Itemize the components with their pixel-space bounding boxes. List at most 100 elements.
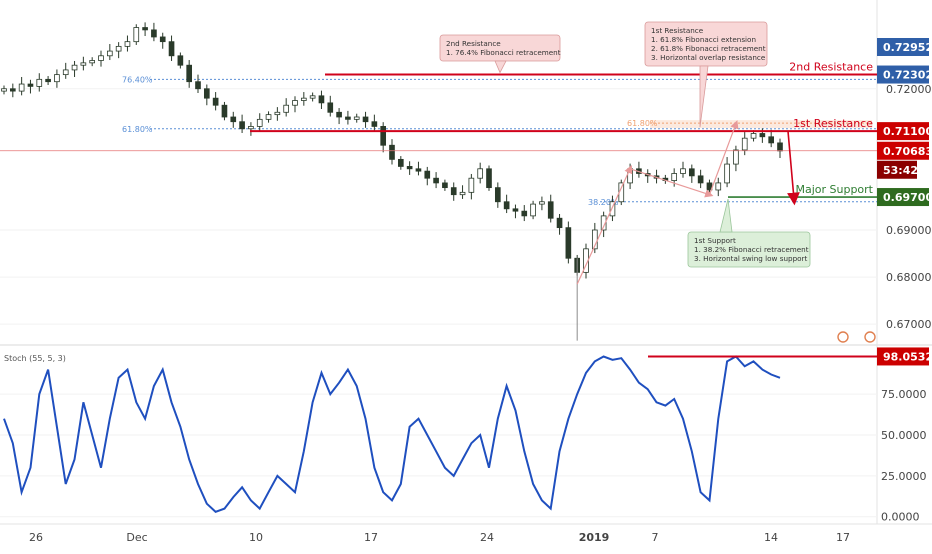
first-support-note-box	[687, 231, 811, 268]
candle-body	[521, 210, 528, 217]
candle-body	[424, 170, 431, 179]
first-resistance-note-line: 1. 61.8% Fibonacci extension	[651, 35, 756, 44]
candle-body	[45, 78, 51, 83]
candle-body	[98, 55, 104, 61]
price-axis-tick: 0.72000	[886, 83, 932, 96]
time-axis-tick: 2019	[579, 531, 610, 544]
first-resistance-label: 1st Resistance	[793, 117, 873, 130]
stoch-axis-tick: 75.0000	[881, 388, 927, 401]
major-support-label: Major Support	[795, 183, 873, 196]
candle-body	[221, 104, 228, 118]
candle-body	[715, 182, 722, 191]
candle-body	[415, 168, 422, 172]
price-tags-layer: 0.72952 0.72302 0.71100 0.70683 53:42 0.69700…	[877, 38, 932, 366]
candle-body	[530, 203, 536, 217]
candle-body	[256, 118, 263, 127]
axis-layer: 0.72000 0.69000 0.68000 0.67000 75.0000 50.00…	[29, 83, 932, 544]
fib-6180-right-zone	[650, 120, 872, 129]
levels-layer: 2nd Resistance 1st Resistance Major Suppor…	[0, 61, 877, 198]
first-support-note-line: 1. 38.2% Fibonacci retracement	[694, 245, 809, 254]
candle-body	[724, 163, 730, 184]
candle-body	[300, 97, 307, 101]
second-resistance-note-line: 1. 76.4% Fibonacci retracement	[446, 48, 561, 57]
candle-body	[71, 64, 78, 71]
candle-body	[292, 100, 298, 106]
candle-body	[195, 81, 201, 90]
time-axis-tick: 24	[480, 531, 494, 544]
candle-body	[671, 173, 678, 181]
candle-body	[336, 111, 342, 118]
price-tag-second-resistance-bg	[877, 65, 929, 84]
candle-body	[680, 168, 686, 174]
candle-body	[115, 45, 122, 52]
candle-body	[18, 83, 25, 92]
candle-body	[627, 168, 633, 184]
price-tag-current-text: 0.70683	[883, 145, 932, 158]
price-tag-major-support: 0.69700	[877, 188, 932, 207]
candle-body	[759, 133, 766, 138]
price-tag-countdown-text: 53:42	[883, 164, 918, 177]
fib-6180-left-label: 61.80%	[122, 125, 153, 134]
candle-body	[239, 121, 245, 130]
candle-body	[177, 55, 184, 66]
time-axis-tick: 26	[29, 531, 43, 544]
projection-arrow	[787, 131, 800, 206]
candle-body	[697, 175, 704, 184]
price-tag-countdown: 53:42	[877, 160, 918, 179]
candle-body	[600, 215, 607, 231]
candle-body	[371, 121, 378, 127]
price-tag-second-resistance: 0.72302	[877, 65, 932, 84]
candle-body	[1, 88, 7, 92]
candle-body	[265, 114, 272, 120]
candle-body	[539, 201, 545, 205]
fib-extension-leg	[708, 120, 739, 195]
candle-body	[80, 62, 87, 66]
second-resistance-label: 2nd Resistance	[789, 61, 873, 74]
event-marker-icon[interactable]	[864, 331, 876, 343]
candle-body	[459, 191, 466, 196]
first-resistance-note-line: 1st Resistance	[651, 26, 704, 35]
candle-body	[503, 201, 510, 210]
candle-body	[124, 41, 131, 47]
candle-body	[142, 27, 148, 31]
fib-extension-leg	[629, 168, 714, 198]
candle-body	[768, 136, 775, 144]
candle-body	[565, 227, 572, 259]
candle-body	[468, 177, 475, 193]
candle-body	[106, 50, 113, 57]
time-axis-tick: 17	[364, 531, 378, 544]
price-axis-tick: 0.67000	[886, 318, 932, 331]
time-axis-tick: 14	[764, 531, 778, 544]
event-marker-icon[interactable]	[837, 331, 849, 343]
candle-body	[248, 126, 254, 130]
candle-body	[327, 102, 334, 113]
second-resistance-note-pointer	[494, 60, 507, 74]
time-axis-tick: 17	[836, 531, 850, 544]
candle-body	[741, 137, 748, 151]
first-resistance-note-pointer	[699, 65, 709, 128]
candle-body	[203, 88, 210, 99]
candle-body	[318, 95, 325, 104]
price-tag-current: 0.70683	[877, 141, 932, 160]
candle-body	[362, 116, 369, 123]
price-tag-second-resistance-text: 0.72302	[883, 69, 932, 82]
candlestick-series	[1, 22, 783, 341]
candle-body	[406, 166, 413, 170]
candle-body	[556, 217, 563, 229]
arrows-layer	[576, 120, 800, 285]
candle-body	[36, 78, 43, 87]
candle-body	[9, 88, 16, 92]
stoch-axis-tick: 0.0000	[881, 511, 920, 524]
price-tag-current-bg	[877, 141, 929, 160]
first-resistance-note-line: 2. 61.8% Fibonacci retracement	[651, 44, 766, 53]
candle-body	[486, 168, 492, 189]
candle-body	[345, 116, 351, 120]
candle-body	[512, 208, 519, 212]
first-resistance-note-line: 3. Horizontal overlap resistance	[651, 53, 766, 62]
candle-body	[230, 116, 237, 123]
price-tag-first-resistance-text: 0.71100	[883, 125, 932, 138]
